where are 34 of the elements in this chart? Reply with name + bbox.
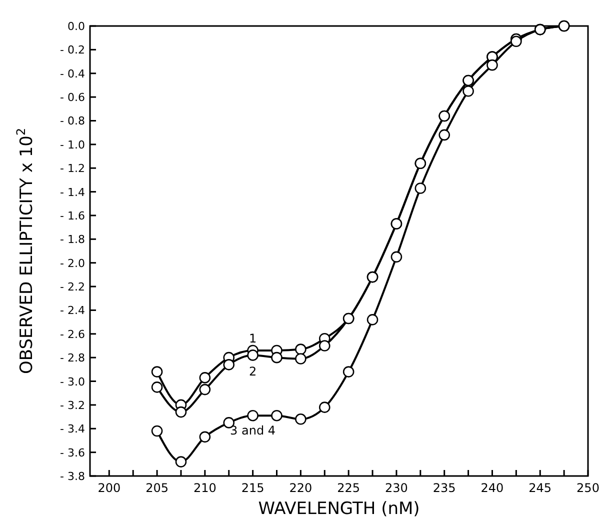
y-tick-label: - 2.4 [60,304,85,318]
y-tick-label: - 3.8 [60,470,85,483]
x-tick-label: 230 [385,481,408,495]
x-tick-label: 235 [432,481,456,495]
x-tick-label: 240 [480,481,504,495]
y-tick-label: - 0.4 [60,67,85,80]
x-tick-label: 215 [241,481,264,495]
series-label: 1 [248,331,257,346]
x-tick-label: 200 [98,481,121,495]
y-tick-label: - 3.2 [60,398,85,412]
y-tick-label: - 1.4 [60,186,85,199]
x-tick-label: 205 [146,481,168,495]
y-tick-label: - 1.0 [60,138,85,152]
y-tick-label: - 2.8 [60,352,85,365]
y-tick-label: - 1.2 [60,162,85,176]
y-tick-label: - 0.2 [60,44,85,57]
x-tick-label: 245 [528,481,552,495]
y-tick-label: - 3.0 [60,375,85,388]
y-tick-label: - 3.4 [60,422,85,436]
y-tick-label: - 2.6 [60,328,85,341]
x-tick-label: 225 [337,481,360,495]
y-tick-label: - 3.6 [60,446,85,460]
y-tick-label: - 2.2 [60,280,85,294]
y-tick-label: - 0.8 [60,114,85,128]
x-tick-label: 210 [193,481,216,495]
y-tick-label: - 1.8 [60,233,85,246]
y-tick-label: 0.0 [68,20,85,33]
y-tick-label: - 0.6 [60,91,85,104]
x-tick-label: 250 [576,481,600,495]
series-label: 2 [248,364,257,378]
y-tick-label: - 1.6 [60,209,85,222]
y-tick-label: - 2.0 [60,256,85,270]
x-tick-label: 220 [289,481,312,495]
x-axis-title: WAVELENGTH (nM) [258,499,420,519]
